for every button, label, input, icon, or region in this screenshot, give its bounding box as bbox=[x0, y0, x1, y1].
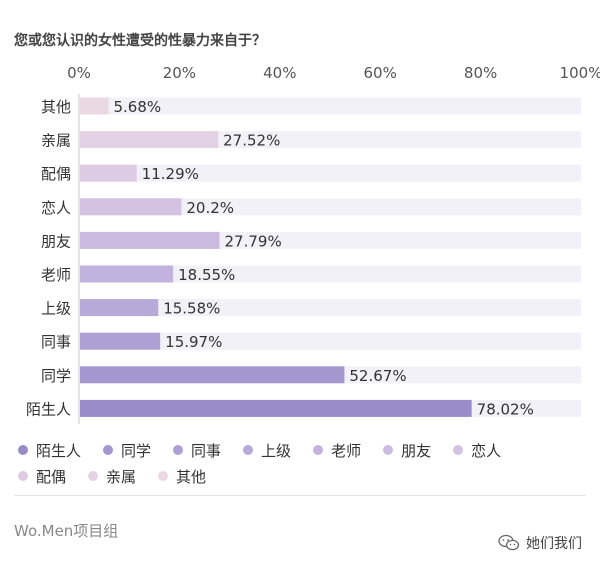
legend-swatch bbox=[313, 445, 324, 455]
legend-swatch bbox=[383, 445, 394, 455]
brand-label: Wo.Men项目组 bbox=[14, 522, 119, 540]
chart-title: 您或您认识的女性遭受的性暴力来自于？ bbox=[14, 33, 266, 49]
category-label: 配偶 bbox=[41, 165, 71, 183]
legend-swatch bbox=[88, 471, 99, 481]
legend-item: 朋友 bbox=[383, 440, 431, 460]
legend-swatch bbox=[173, 445, 184, 455]
bar-朋友 bbox=[80, 231, 220, 249]
bar-恋人 bbox=[80, 198, 182, 216]
bar-track bbox=[80, 299, 581, 317]
legend-label: 其他 bbox=[176, 467, 207, 486]
x-tick-label: 80% bbox=[464, 64, 497, 82]
value-label: 15.58% bbox=[163, 300, 220, 318]
x-tick-label: 100% bbox=[560, 64, 600, 82]
value-label: 20.2% bbox=[186, 199, 234, 217]
legend-item: 同学 bbox=[103, 440, 151, 460]
category-label: 亲属 bbox=[41, 132, 71, 150]
legend-label: 上级 bbox=[261, 441, 292, 460]
chart-legend: 陌生人 同学 同事 上级 老师 朋友 恋人配偶 亲属 其他 bbox=[18, 440, 578, 486]
legend-item: 上级 bbox=[243, 440, 291, 460]
bar-track bbox=[80, 332, 581, 350]
legend-label: 朋友 bbox=[401, 441, 432, 460]
legend-swatch bbox=[103, 445, 114, 455]
legend-label: 同事 bbox=[191, 441, 222, 460]
legend-label: 老师 bbox=[331, 441, 362, 460]
legend-label: 亲属 bbox=[106, 467, 137, 486]
bar-track bbox=[80, 265, 581, 283]
bar-track bbox=[80, 198, 581, 216]
bar-track bbox=[80, 164, 581, 182]
x-tick-label: 60% bbox=[364, 64, 397, 82]
x-tick-label: 20% bbox=[163, 64, 196, 82]
legend-swatch bbox=[243, 445, 254, 455]
legend-item: 陌生人 bbox=[18, 440, 81, 460]
category-label: 朋友 bbox=[41, 232, 71, 250]
bar-上级 bbox=[80, 299, 159, 317]
bar-同事 bbox=[80, 332, 161, 350]
wechat-icon bbox=[498, 534, 520, 551]
legend-item: 老师 bbox=[313, 440, 361, 460]
bar-陌生人 bbox=[80, 399, 472, 417]
bar-老师 bbox=[80, 265, 174, 283]
category-label: 同事 bbox=[41, 333, 71, 351]
value-label: 27.79% bbox=[225, 232, 282, 250]
legend-label: 配偶 bbox=[36, 467, 67, 486]
x-tick-label: 0% bbox=[67, 64, 91, 82]
value-label: 11.29% bbox=[142, 165, 199, 183]
legend-item: 恋人 bbox=[453, 440, 501, 460]
legend-label: 陌生人 bbox=[36, 441, 82, 460]
account-name: 她们我们 bbox=[526, 536, 582, 552]
legend-swatch bbox=[18, 471, 28, 481]
legend-item: 同事 bbox=[173, 440, 221, 460]
footer-divider bbox=[14, 495, 586, 496]
category-label: 同学 bbox=[41, 367, 71, 385]
category-label: 恋人 bbox=[41, 199, 71, 217]
value-label: 5.68% bbox=[114, 98, 162, 116]
legend-swatch bbox=[453, 445, 464, 455]
legend-label: 同学 bbox=[121, 441, 152, 460]
category-label: 陌生人 bbox=[26, 400, 71, 418]
account-badge[interactable]: 她们我们 bbox=[498, 533, 582, 553]
value-label: 27.52% bbox=[223, 132, 280, 150]
value-label: 15.97% bbox=[165, 333, 222, 351]
legend-swatch bbox=[158, 471, 169, 481]
value-label: 78.02% bbox=[477, 400, 534, 418]
bar-其他 bbox=[80, 97, 109, 115]
legend-swatch bbox=[18, 445, 28, 455]
legend-item: 亲属 bbox=[88, 466, 136, 486]
x-tick-label: 40% bbox=[263, 64, 296, 82]
legend-label: 恋人 bbox=[471, 441, 502, 460]
category-label: 上级 bbox=[41, 300, 71, 318]
category-label: 老师 bbox=[41, 266, 71, 284]
category-label: 其他 bbox=[41, 98, 71, 116]
legend-item: 配偶 bbox=[18, 466, 66, 486]
bar-chart: 0% 20% 40% 60% 80% 100% 其他 5.68% 亲属 27.52% 配偶 11.29… bbox=[26, 64, 600, 424]
value-label: 18.55% bbox=[178, 266, 235, 284]
value-label: 52.67% bbox=[349, 367, 406, 385]
legend-item: 其他 bbox=[158, 466, 206, 486]
bar-配偶 bbox=[80, 164, 137, 182]
bar-track bbox=[80, 97, 581, 115]
bar-亲属 bbox=[80, 131, 219, 149]
bar-同学 bbox=[80, 366, 345, 384]
